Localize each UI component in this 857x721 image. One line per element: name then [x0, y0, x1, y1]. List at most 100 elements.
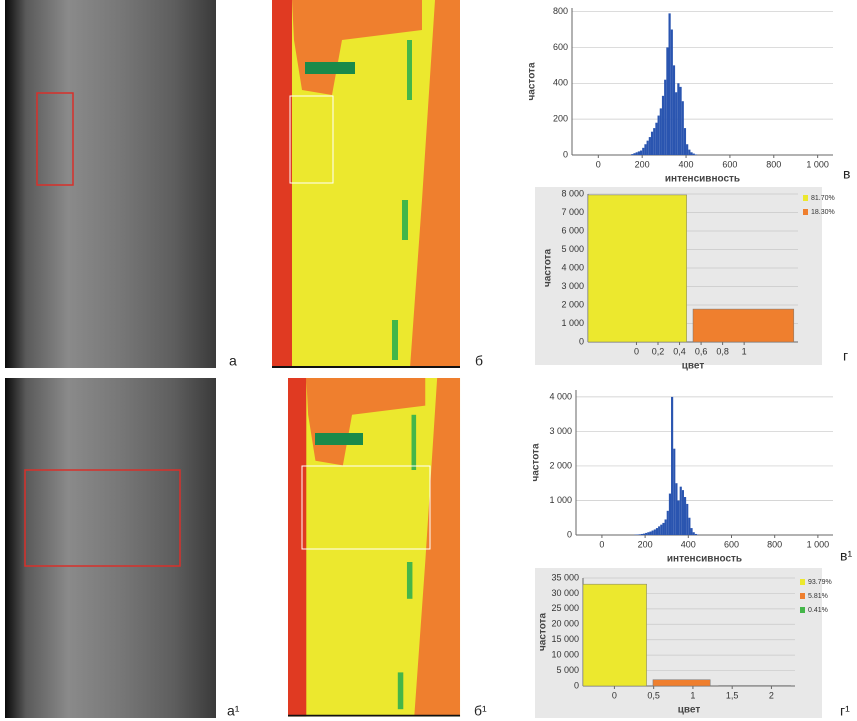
histogram-bar — [664, 519, 667, 535]
histogram-bar — [692, 153, 695, 155]
legend-swatch — [803, 195, 808, 201]
y-tick-label: 1 000 — [561, 318, 584, 328]
histogram-bar — [650, 131, 654, 155]
histogram-bar — [688, 517, 691, 535]
x-tick-label: 0,6 — [695, 346, 708, 356]
histogram-bar — [694, 533, 697, 535]
roi-box — [36, 92, 74, 186]
histogram-bar — [679, 86, 682, 155]
histogram-bar — [636, 534, 639, 535]
x-tick-label: 200 — [635, 159, 650, 169]
histogram-bar — [659, 108, 662, 155]
histogram-bar — [642, 533, 646, 535]
bar — [587, 194, 687, 343]
histogram-bar — [677, 500, 680, 535]
histogram-bar — [655, 528, 659, 535]
histogram-bar — [645, 532, 648, 535]
x-tick-label: 0,4 — [673, 346, 686, 356]
x-axis-label: интенсивность — [665, 174, 740, 185]
x-tick-label: 1,5 — [726, 690, 739, 700]
y-axis-label: частота — [531, 443, 542, 481]
x-tick-label: 600 — [722, 159, 737, 169]
histogram-bar — [638, 534, 641, 535]
x-tick-label: 0 — [599, 539, 604, 549]
color-map — [271, 0, 461, 369]
y-tick-label: 2 000 — [561, 299, 584, 309]
selection-box — [289, 95, 334, 184]
panel-label: г — [843, 348, 848, 364]
histogram-bar — [671, 396, 674, 535]
bar — [652, 679, 711, 687]
x-tick-label: 2 — [769, 690, 774, 700]
histogram-bar — [677, 83, 680, 155]
panel-label: в — [843, 166, 850, 182]
histogram-bar — [651, 530, 654, 535]
histogram-bar — [642, 147, 645, 155]
histogram-bar — [637, 151, 640, 155]
histogram-bar — [657, 115, 660, 155]
histogram-bar — [664, 79, 667, 155]
y-axis-label: частота — [527, 62, 538, 100]
histogram-bar — [668, 13, 671, 155]
y-tick-label: 15 000 — [551, 634, 579, 644]
panel-label: б — [475, 353, 483, 369]
histogram-bar — [675, 92, 678, 155]
y-tick-label: 5 000 — [556, 665, 579, 675]
legend-label: 0.41% — [808, 607, 828, 614]
info-tag — [305, 62, 355, 74]
roi-box — [24, 469, 181, 567]
legend-swatch — [800, 579, 805, 585]
histogram-bar — [648, 137, 651, 155]
panel-label: а — [229, 353, 237, 369]
histogram-bar — [683, 497, 687, 535]
legend-swatch — [803, 209, 808, 215]
histogram-bar — [647, 532, 650, 535]
panel-label: б¹ — [474, 703, 487, 719]
histogram-bar — [683, 128, 687, 155]
y-tick-label: 4 000 — [549, 391, 572, 401]
histogram-bar — [675, 483, 678, 535]
y-tick-label: 600 — [553, 42, 568, 52]
y-tick-label: 35 000 — [551, 572, 579, 582]
histogram-bar — [633, 153, 636, 155]
x-tick-label: 0 — [596, 159, 601, 169]
y-tick-label: 0 — [574, 680, 579, 690]
histogram-bar — [635, 152, 638, 155]
histogram-bar — [670, 29, 673, 156]
x-tick-label: 800 — [767, 539, 782, 549]
bar — [582, 583, 647, 687]
histogram-bar — [690, 152, 693, 155]
histogram-bar — [660, 524, 663, 535]
histogram-bar — [673, 448, 676, 535]
histogram-bar — [649, 531, 652, 535]
histogram-bar — [694, 154, 698, 155]
histogram-bar — [686, 503, 689, 535]
histogram-bar — [640, 533, 643, 535]
x-tick-label: 1 000 — [807, 539, 830, 549]
xray-image — [5, 0, 216, 368]
x-axis-label: цвет — [682, 361, 705, 372]
y-tick-label: 200 — [553, 114, 568, 124]
y-axis-label: частота — [543, 249, 554, 287]
histogram-bar — [653, 529, 656, 535]
histogram-bar — [661, 95, 665, 155]
histogram-bar — [690, 528, 693, 535]
y-tick-label: 800 — [553, 6, 568, 16]
y-tick-label: 10 000 — [551, 650, 579, 660]
histogram-bar — [666, 510, 669, 535]
legend-label: 18.30% — [811, 209, 835, 216]
y-tick-label: 3 000 — [549, 426, 572, 436]
legend-swatch — [800, 607, 805, 613]
y-tick-label: 400 — [553, 78, 568, 88]
histogram-bar — [679, 486, 682, 535]
legend-label: 81.70% — [811, 195, 835, 202]
histogram-bar — [688, 149, 691, 155]
y-axis-label: частота — [538, 613, 549, 651]
bar — [692, 308, 795, 343]
histogram-bar — [681, 101, 684, 155]
x-tick-label: 800 — [766, 159, 781, 169]
y-tick-label: 30 000 — [551, 588, 579, 598]
color-map — [287, 377, 461, 718]
y-tick-label: 0 — [579, 336, 584, 346]
